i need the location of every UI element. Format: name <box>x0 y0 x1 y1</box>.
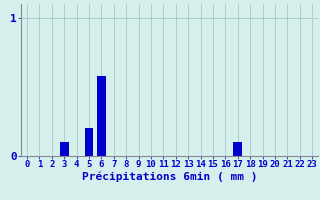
X-axis label: Précipitations 6min ( mm ): Précipitations 6min ( mm ) <box>82 172 257 182</box>
Bar <box>97 76 106 156</box>
Bar <box>85 128 93 156</box>
Bar <box>234 142 242 156</box>
Bar <box>60 142 68 156</box>
